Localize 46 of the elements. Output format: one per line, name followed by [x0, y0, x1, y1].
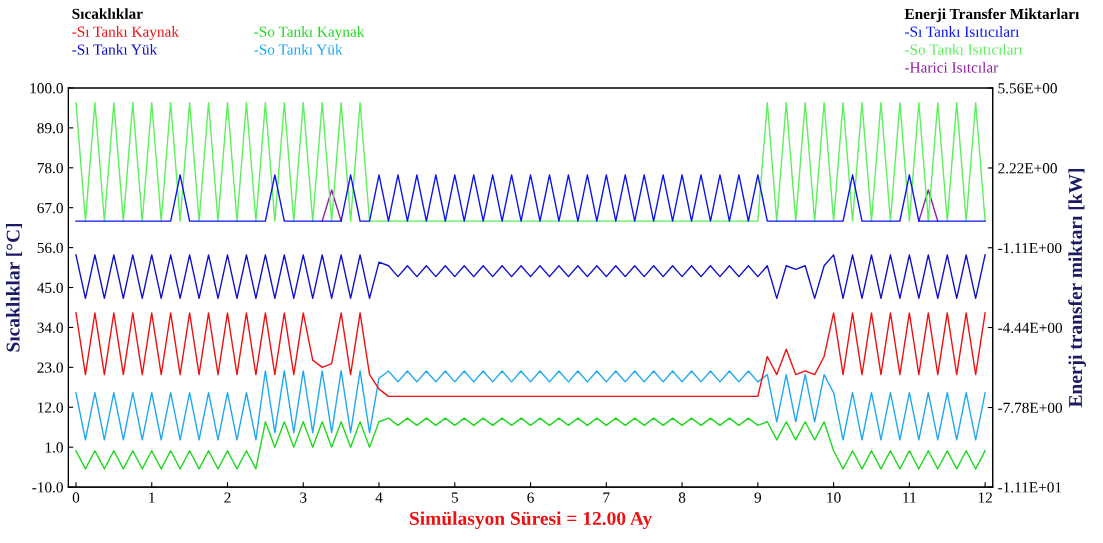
x-tick-label: 8 — [678, 492, 686, 503]
text: -So Tankı Yük — [254, 43, 343, 55]
line-series — [75, 312, 986, 398]
y2-tick-label: -1.11E+00 — [998, 242, 1062, 254]
y-tick-label: 100.0 — [30, 83, 63, 94]
y-tick-label: -10.0 — [32, 482, 63, 493]
text: -Sı Tankı Isıtıcıları — [905, 26, 1020, 37]
y2-tick-label: -1.11E+01 — [998, 482, 1062, 493]
line-series — [75, 254, 986, 300]
y2-tick-label: -7.78E+00 — [998, 402, 1063, 414]
y2-tick-label: 5.56E+00 — [998, 83, 1057, 94]
y-tick-label: 23.0 — [37, 362, 63, 373]
x-tick-label: 2 — [224, 492, 231, 503]
y-tick-label: 12.0 — [38, 402, 63, 413]
x-tick-label: 1 — [149, 492, 155, 503]
y-tick-label: 89.0 — [37, 123, 63, 134]
y2-axis-title: Enerji transfer miktarı [kW] — [1068, 168, 1086, 408]
x-tick-label: 12 — [978, 492, 992, 503]
y-axis-title: Sıcaklıklar [°C] — [5, 223, 23, 352]
y-tick-label: 45.0 — [37, 282, 63, 294]
y2-tick-label: 2.22E+00 — [998, 163, 1057, 174]
x-tick-label: 11 — [903, 492, 916, 503]
x-tick-label: 10 — [827, 492, 841, 503]
text: -So Tankı Isıtıcıları — [905, 43, 1023, 55]
text: -Sı Tankı Yük — [72, 43, 158, 55]
y-tick-label: 78.0 — [37, 162, 63, 174]
legend-title: Sıcaklıklar — [72, 8, 143, 19]
x-axis-title: Simülasyon Süresi = 12.00 Ay — [409, 511, 652, 530]
text: -So Tankı Kaynak — [254, 26, 365, 40]
text: -Sı Tankı Kaynak — [72, 26, 179, 40]
y-tick-label: 34.0 — [37, 322, 63, 333]
x-tick-label: 9 — [754, 492, 762, 503]
y2-tick-label: -4.44E+00 — [998, 322, 1063, 334]
x-tick-label: 0 — [72, 492, 80, 503]
y-tick-label: 67.0 — [37, 202, 63, 214]
y-tick-label: 56.0 — [37, 242, 63, 254]
x-tick-label: 6 — [527, 492, 534, 503]
text: -Harici Isıtcılar — [905, 61, 999, 73]
x-tick-label: 7 — [603, 492, 610, 503]
line-series — [75, 370, 986, 441]
y-tick-label: 1.0 — [45, 442, 63, 453]
line-series — [75, 417, 986, 470]
x-tick-label: 5 — [451, 492, 458, 503]
text: Enerji Transfer Miktarları — [904, 8, 1080, 23]
x-tick-label: 4 — [375, 492, 383, 503]
x-tick-label: 3 — [300, 492, 307, 503]
